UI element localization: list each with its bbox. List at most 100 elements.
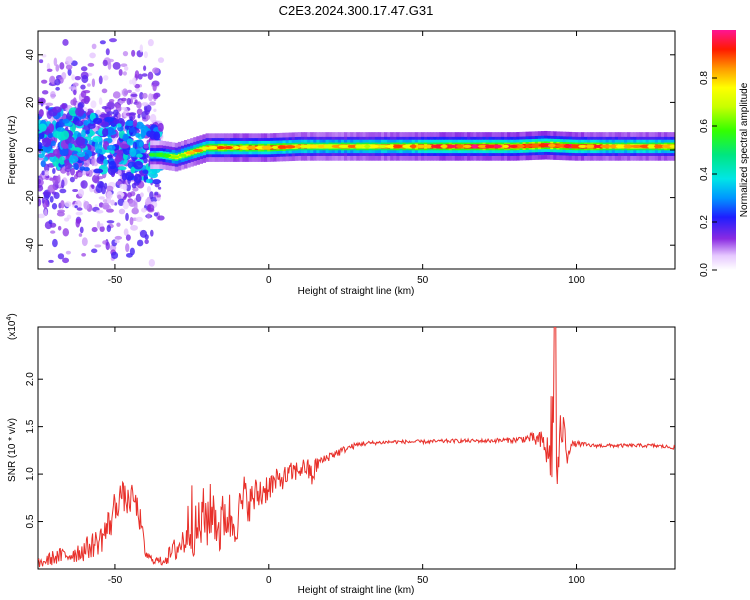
heatmap-cell	[584, 144, 596, 149]
colorbar-tick-label: 0.6	[699, 119, 710, 133]
heatmap-cell	[38, 178, 41, 185]
heatmap-cell	[106, 191, 113, 200]
heatmap-cell	[57, 209, 65, 213]
heatmap-cell	[129, 247, 135, 256]
heatmap-cell	[48, 219, 53, 225]
heatmap-cell	[135, 87, 141, 92]
heatmap-cell	[208, 146, 218, 150]
heatmap-cell	[136, 239, 144, 247]
x-tick-label: -50	[108, 575, 123, 586]
colorbar-tick-label: 0.0	[699, 263, 710, 277]
snr-series-line	[38, 327, 675, 568]
heatmap-cell	[125, 212, 129, 222]
heatmap-cell	[72, 97, 77, 107]
heatmap-cell	[42, 191, 51, 196]
heatmap-cell	[117, 198, 125, 206]
heatmap-cell	[116, 123, 122, 128]
heatmap-cell	[126, 97, 132, 105]
heatmap-cell	[57, 174, 61, 183]
heatmap-cell	[148, 153, 156, 157]
heatmap-cell	[109, 38, 117, 43]
heatmap-cell	[119, 183, 126, 190]
heatmap-cell	[98, 75, 103, 85]
heatmap-cell	[116, 180, 122, 186]
heatmap-cell	[50, 91, 56, 99]
snr-y-label: SNR (10 * v/v)	[7, 418, 18, 482]
heatmap-cell	[139, 92, 144, 100]
heatmap-cell	[60, 200, 65, 209]
heatmap-cell	[74, 205, 78, 209]
heatmap-cell	[108, 160, 117, 170]
heatmap-cell	[570, 144, 580, 148]
heatmap-cell	[424, 144, 433, 149]
heatmap-cell	[139, 229, 148, 238]
heatmap-cell	[143, 51, 148, 59]
heatmap-cell	[77, 172, 83, 177]
heatmap-cell	[143, 65, 147, 71]
spectrogram-x-label: Height of straight line (km)	[298, 286, 415, 297]
heatmap-cell	[153, 212, 159, 217]
heatmap-cell	[378, 144, 387, 149]
heatmap-cell	[125, 120, 135, 126]
heatmap-cell	[114, 202, 118, 206]
heatmap-cell	[105, 241, 110, 251]
heatmap-cell	[331, 144, 342, 149]
heatmap-cell	[38, 141, 43, 151]
heatmap-cell	[593, 144, 603, 149]
y-tick-label: 40	[25, 49, 36, 61]
heatmap-cell	[338, 144, 350, 149]
heatmap-cell	[70, 60, 78, 67]
heatmap-cell	[615, 144, 627, 149]
heatmap-cell	[91, 248, 98, 254]
heatmap-cell	[630, 144, 643, 149]
heatmap-cell	[102, 202, 110, 210]
heatmap-cell	[157, 186, 162, 190]
heatmap-cell	[119, 143, 130, 149]
heatmap-cell	[101, 105, 109, 110]
colorbar-label: Normalized spectral amplitude	[739, 82, 750, 217]
heatmap-cell	[48, 259, 54, 263]
heatmap-cell	[51, 203, 58, 210]
heatmap-cell	[78, 233, 83, 237]
x-tick-label: 50	[417, 575, 429, 586]
heatmap-cell	[317, 144, 325, 149]
heatmap-cell	[416, 144, 427, 149]
heatmap-cell	[133, 160, 144, 170]
heatmap-cell	[38, 213, 46, 219]
heatmap-cell	[135, 121, 144, 129]
heatmap-cell	[83, 95, 90, 105]
heatmap-cell	[62, 228, 70, 237]
heatmap-cell	[80, 180, 88, 189]
heatmap-cell	[122, 133, 129, 142]
heatmap-cell	[61, 179, 65, 189]
heatmap-cell	[255, 146, 264, 150]
heatmap-cell	[154, 191, 159, 196]
heatmap-cell	[98, 196, 105, 200]
snr-frame	[37, 326, 676, 570]
heatmap-cell	[64, 201, 72, 208]
heatmap-cell	[149, 101, 156, 106]
heatmap-cell	[113, 118, 120, 125]
heatmap-cell	[102, 128, 109, 137]
heatmap-cell	[91, 174, 100, 184]
heatmap-cell	[101, 88, 108, 94]
heatmap-cell	[125, 171, 134, 181]
heatmap-cell	[38, 109, 44, 117]
heatmap-cell	[99, 113, 110, 118]
heatmap-cell	[147, 204, 151, 210]
colorbar-ticks: 0.0 0.2 0.4 0.6 0.8	[699, 71, 717, 277]
heatmap-cell	[600, 144, 612, 149]
heatmap-cell	[95, 184, 103, 194]
heatmap-cell	[106, 220, 115, 224]
heatmap-cell	[50, 230, 56, 234]
heatmap-cell	[669, 144, 675, 149]
spectrogram-heatmap	[38, 38, 675, 267]
snr-y-ticks: 0.5 1.0 1.5 2.0	[25, 372, 675, 529]
heatmap-cell	[52, 238, 58, 248]
heatmap-cell	[135, 132, 141, 138]
heatmap-cell	[107, 126, 113, 137]
heatmap-cell	[125, 243, 130, 253]
heatmap-cell	[126, 138, 134, 146]
heatmap-cell	[100, 223, 104, 227]
